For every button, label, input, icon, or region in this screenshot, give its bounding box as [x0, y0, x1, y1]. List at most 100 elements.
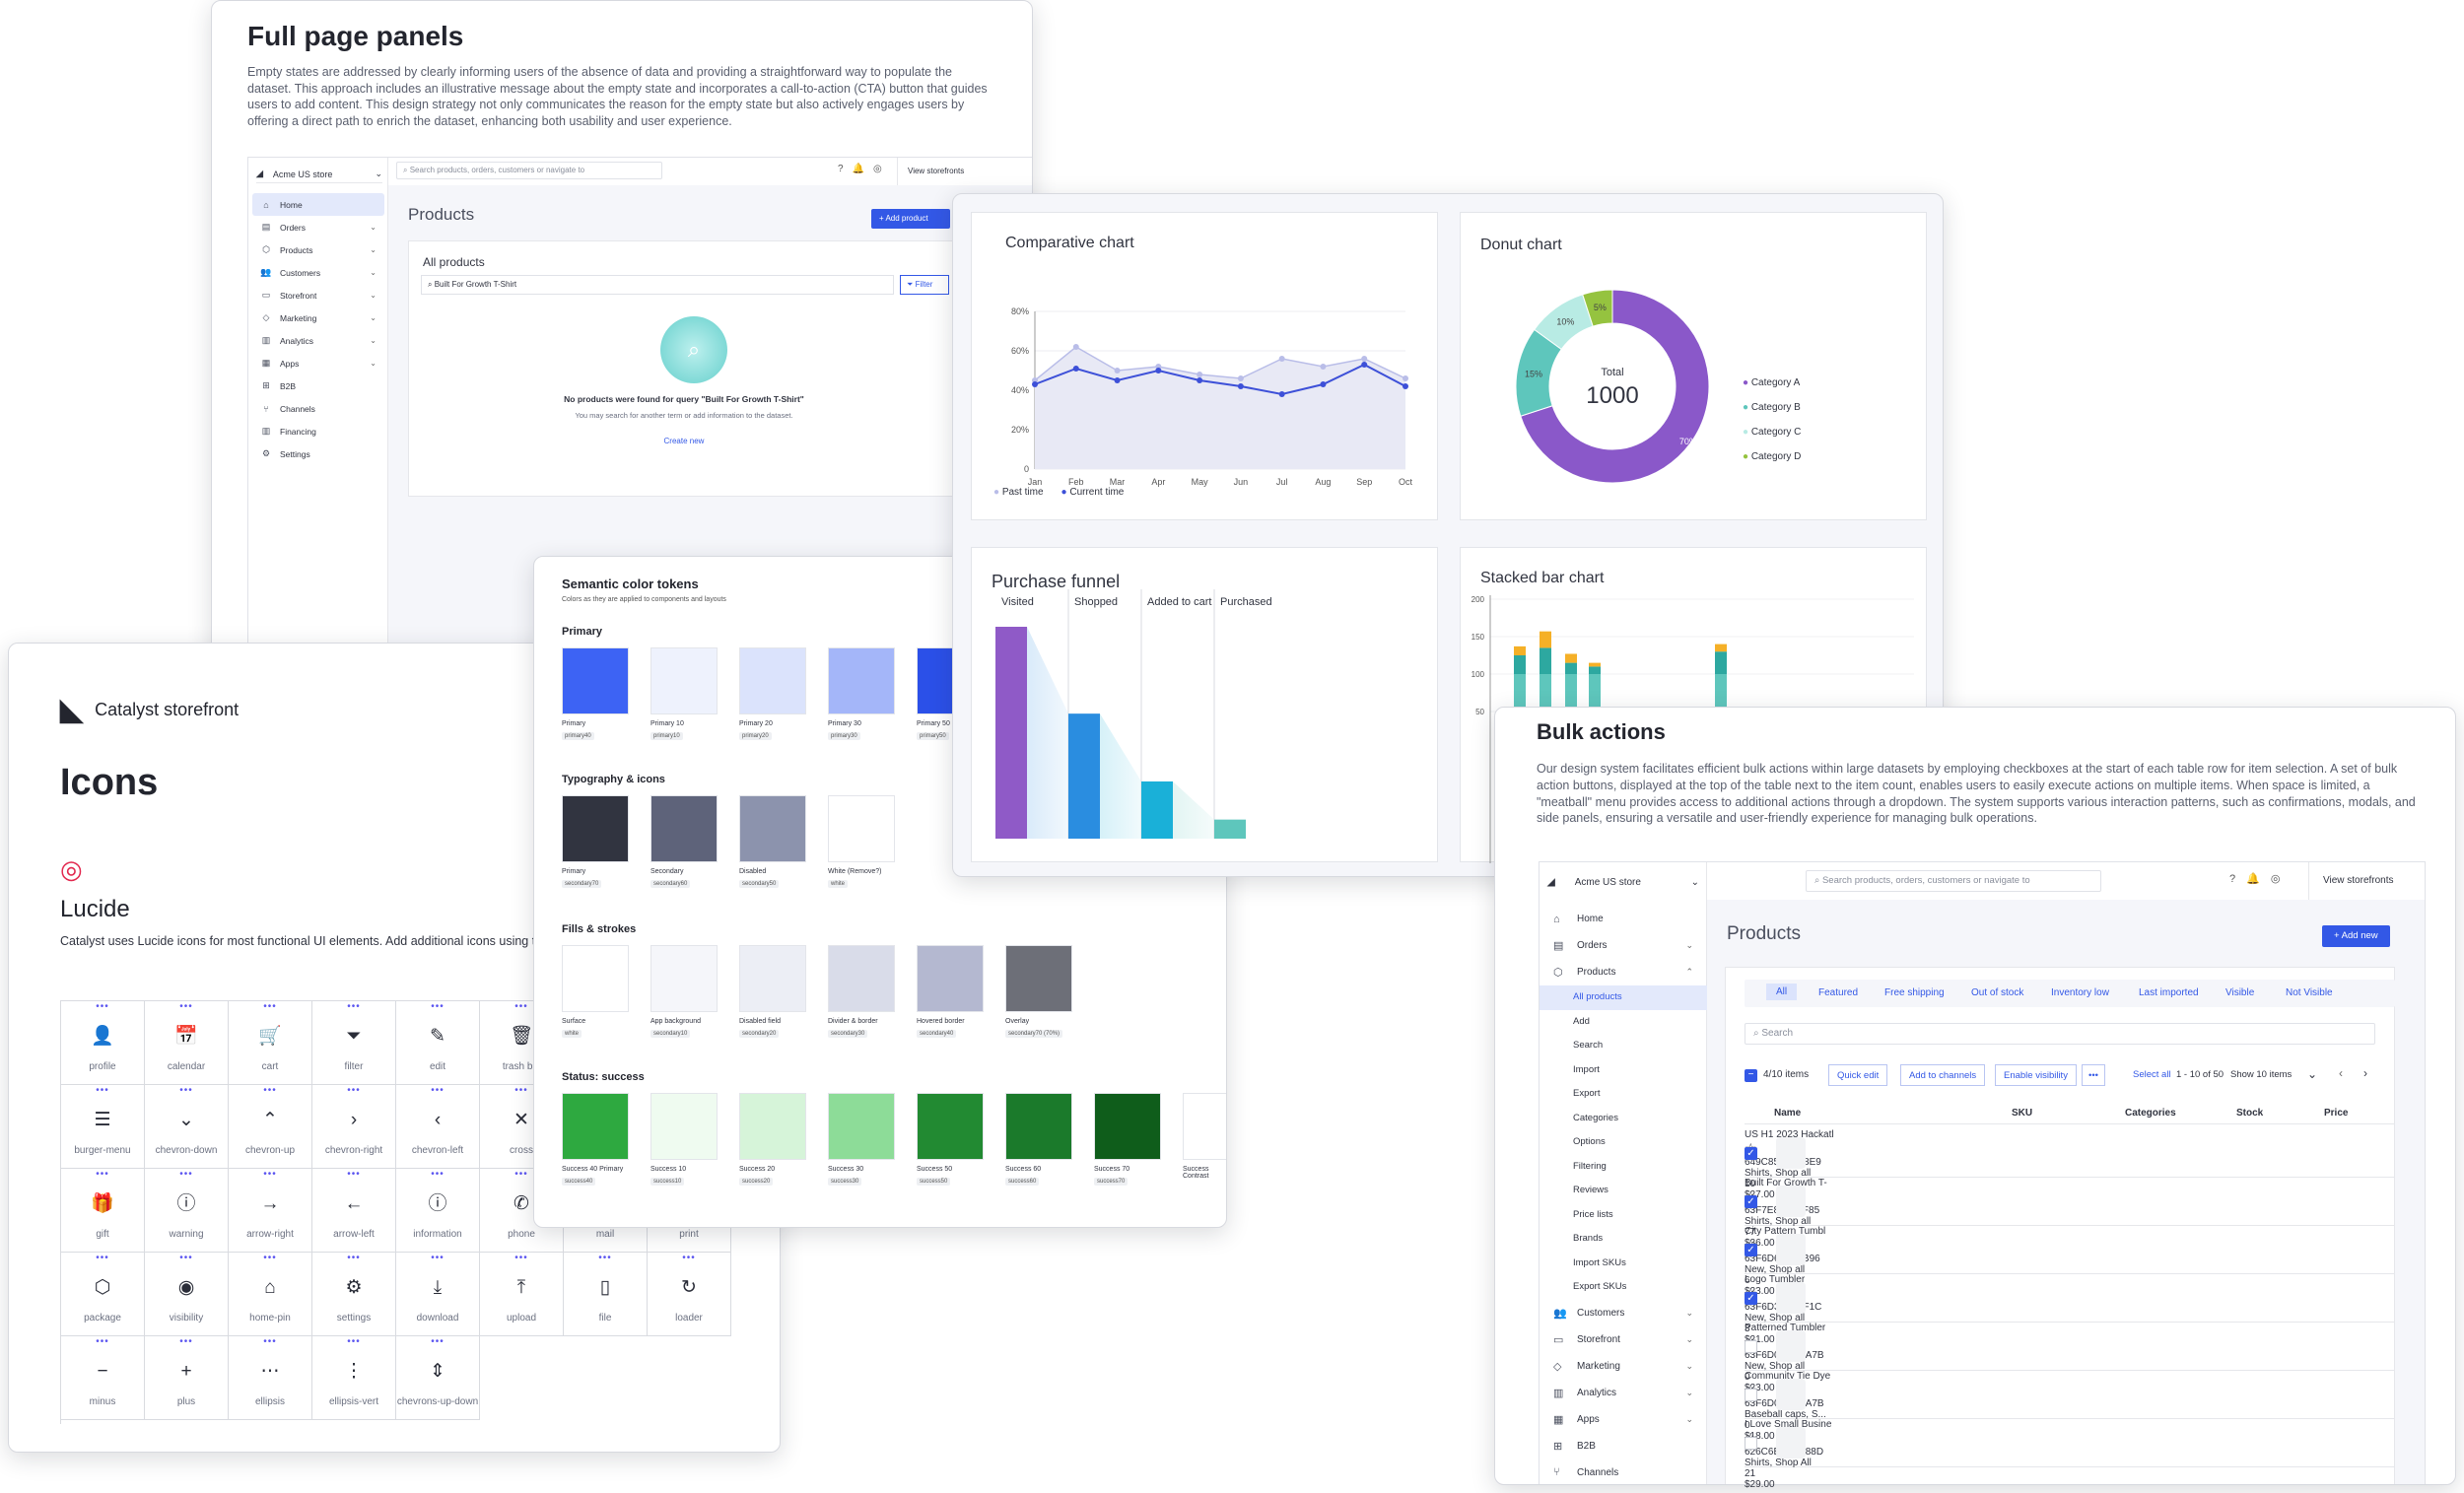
stacked-segment[interactable] [1565, 662, 1577, 674]
data-point[interactable] [1278, 356, 1285, 362]
data-point[interactable] [1155, 368, 1162, 373]
filter-button[interactable]: ⏷ Filter [900, 275, 949, 295]
view-storefronts-link[interactable]: View storefronts [897, 158, 976, 185]
icon-options-icon[interactable]: ••• [179, 1169, 193, 1180]
sidebar-item-analytics[interactable]: ▥ Analytics ⌄ [252, 329, 384, 352]
sidebar-item-orders[interactable]: ▤ Orders ⌄ [252, 216, 384, 238]
tab-visible[interactable]: Visible [2225, 987, 2255, 998]
add-to-channels-button[interactable]: Add to channels [1900, 1064, 1986, 1086]
color-swatch[interactable] [739, 1093, 806, 1160]
icon-options-icon[interactable]: ••• [179, 1336, 193, 1347]
table-search-input[interactable]: ⌕ Search [1745, 1023, 2375, 1045]
icon-cell[interactable]: ••• − minus [61, 1336, 145, 1420]
sidebar-subitem[interactable]: Import [1573, 1063, 1600, 1075]
help-icon[interactable]: ? [2229, 873, 2247, 885]
account-icon[interactable]: ◎ [2270, 873, 2292, 885]
account-icon[interactable]: ◎ [873, 164, 891, 174]
row-checkbox[interactable]: ✓ [1745, 1244, 1757, 1256]
column-header[interactable]: Name [1774, 1108, 1802, 1119]
column-header[interactable]: SKU [2012, 1108, 2033, 1119]
color-swatch[interactable] [917, 945, 984, 1012]
icon-cell[interactable]: ••• ‹ chevron-left [396, 1085, 480, 1169]
icon-cell[interactable]: ••• ⤒ upload [480, 1253, 564, 1336]
chevron-left-icon[interactable]: ‹ [2339, 1066, 2343, 1080]
icon-options-icon[interactable]: ••• [431, 1336, 445, 1347]
sidebar-item-products[interactable]: ⬡ Products ⌄ [252, 238, 384, 261]
icon-options-icon[interactable]: ••• [96, 1085, 109, 1096]
icon-options-icon[interactable]: ••• [514, 1253, 528, 1263]
select-all-checkbox[interactable]: − [1745, 1069, 1757, 1082]
icon-cell[interactable]: ••• ◉ visibility [145, 1253, 229, 1336]
data-point[interactable] [1114, 377, 1121, 383]
icon-cell[interactable]: ••• ⚙ settings [312, 1253, 396, 1336]
data-point[interactable] [1237, 375, 1244, 381]
icon-cell[interactable]: ••• ⋮ ellipsis-vert [312, 1336, 396, 1420]
data-point[interactable] [1403, 375, 1408, 381]
product-name[interactable]: Patterned Tumbler [1745, 1323, 1826, 1333]
chevron-right-icon[interactable]: › [2363, 1066, 2367, 1080]
add-product-button[interactable]: + Add product [871, 209, 950, 229]
icon-cell[interactable]: ••• ⓘ information [396, 1169, 480, 1253]
help-icon[interactable]: ? [838, 164, 853, 174]
sidebar-item-products[interactable]: ⬡ Products ⌃ [1540, 959, 1707, 985]
sidebar-subitem[interactable]: Reviews [1573, 1185, 1608, 1195]
icon-cell[interactable]: ••• + plus [145, 1336, 229, 1420]
sidebar-item-apps[interactable]: ▦ Apps ⌄ [252, 352, 384, 374]
data-point[interactable] [1197, 377, 1203, 383]
color-swatch[interactable] [1094, 1093, 1161, 1160]
icon-options-icon[interactable]: ••• [431, 1001, 445, 1012]
color-swatch[interactable] [1005, 945, 1072, 1012]
tab-free-shipping[interactable]: Free shipping [1884, 987, 1945, 998]
icon-cell[interactable]: ••• ▯ file [564, 1253, 648, 1336]
icon-options-icon[interactable]: ••• [514, 1085, 528, 1096]
color-swatch[interactable] [1005, 1093, 1072, 1160]
color-swatch[interactable] [562, 945, 629, 1012]
icon-options-icon[interactable]: ••• [682, 1253, 696, 1263]
icon-cell[interactable]: ••• ← arrow-left [312, 1169, 396, 1253]
color-swatch[interactable] [828, 945, 895, 1012]
enable-visibility-button[interactable]: Enable visibility [1995, 1064, 2077, 1086]
tab-out-of-stock[interactable]: Out of stock [1971, 987, 2024, 998]
icon-options-icon[interactable]: ••• [598, 1253, 612, 1263]
store-switcher[interactable]: ◢ Acme US store ⌄ [1547, 868, 1699, 896]
color-swatch[interactable] [739, 945, 806, 1012]
icon-cell[interactable]: ••• ⤓ download [396, 1253, 480, 1336]
icon-cell[interactable]: ••• 🛒 cart [229, 1001, 312, 1085]
tab-not-visible[interactable]: Not Visible [2286, 987, 2333, 998]
icon-options-icon[interactable]: ••• [431, 1253, 445, 1263]
data-point[interactable] [1032, 381, 1038, 387]
row-checkbox[interactable]: ✓ [1745, 1292, 1757, 1305]
tab-last-imported[interactable]: Last imported [2139, 987, 2199, 998]
sidebar-item-customers[interactable]: 👥 Customers ⌄ [252, 261, 384, 284]
column-header[interactable]: Stock [2236, 1108, 2264, 1119]
icon-cell[interactable]: ••• 🎁 gift [61, 1169, 145, 1253]
tab-inventory-low[interactable]: Inventory low [2051, 987, 2109, 998]
icon-options-icon[interactable]: ••• [263, 1001, 277, 1012]
product-name[interactable]: City Pattern Tumbl [1745, 1226, 1826, 1237]
color-swatch[interactable] [562, 647, 629, 714]
sidebar-item-channels[interactable]: ⑂ Channels [1540, 1459, 1707, 1485]
sidebar-subitem[interactable]: All products [1540, 985, 1707, 1010]
sidebar-item-storefront[interactable]: ▭ Storefront ⌄ [252, 284, 384, 306]
color-swatch[interactable] [650, 795, 718, 862]
icon-cell[interactable]: ••• ⓘ warning [145, 1169, 229, 1253]
icon-cell[interactable]: ••• 📅 calendar [145, 1001, 229, 1085]
icon-cell[interactable]: ••• ⌃ chevron-up [229, 1085, 312, 1169]
funnel-bar[interactable] [1141, 780, 1173, 839]
sidebar-item-home[interactable]: ⌂ Home [252, 193, 384, 216]
row-checkbox[interactable] [1745, 1437, 1757, 1450]
icon-options-icon[interactable]: ••• [263, 1085, 277, 1096]
icon-options-icon[interactable]: ••• [347, 1001, 361, 1012]
icon-cell[interactable]: ••• ⇕ chevrons-up-down [396, 1336, 480, 1420]
icon-options-icon[interactable]: ••• [347, 1253, 361, 1263]
color-swatch[interactable] [828, 1093, 895, 1160]
data-point[interactable] [1072, 366, 1079, 372]
table-row[interactable]: I Love Small Busine☆626C6BABE588DShirts,… [1745, 1419, 2395, 1493]
sidebar-item-b2b[interactable]: ⊞ B2B [252, 374, 384, 397]
stacked-segment[interactable] [1589, 666, 1601, 674]
stacked-segment[interactable] [1589, 662, 1601, 667]
row-checkbox[interactable]: ✓ [1745, 1147, 1757, 1160]
donut-slice[interactable] [1582, 289, 1613, 327]
sidebar-subitem[interactable]: Filtering [1573, 1160, 1607, 1172]
icon-options-icon[interactable]: ••• [347, 1085, 361, 1096]
